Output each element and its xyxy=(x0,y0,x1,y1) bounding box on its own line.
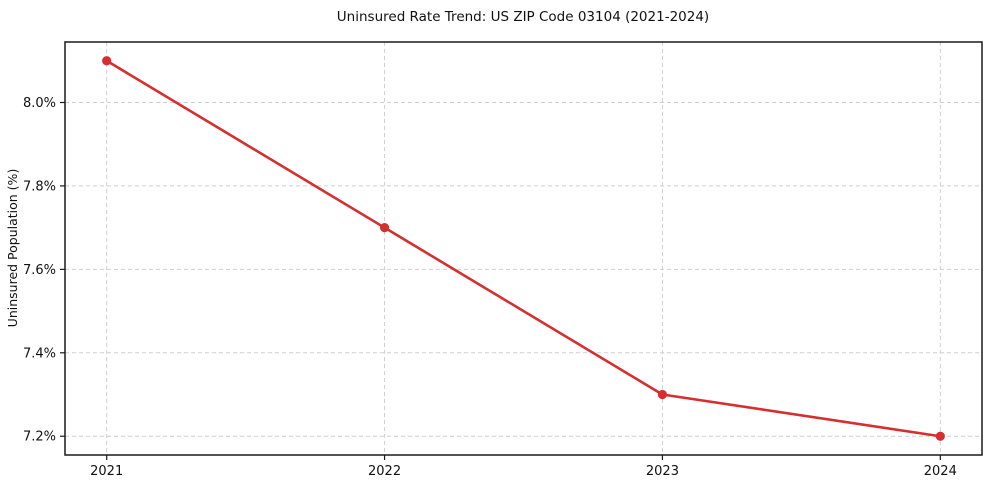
y-axis-title: Uninsured Population (%) xyxy=(5,169,20,328)
x-tick-label: 2021 xyxy=(90,464,123,479)
y-tick-label: 7.2% xyxy=(23,430,56,445)
data-point-marker xyxy=(102,56,112,66)
plot-area xyxy=(65,42,982,455)
data-point-marker xyxy=(657,389,668,400)
data-series-layer xyxy=(102,56,945,441)
axes-spines xyxy=(64,41,983,456)
axis-ticks xyxy=(60,101,941,460)
data-line xyxy=(105,59,942,438)
axis-tick-labels: 2021 2022 2023 2024 7.2% 7.4% 7.6% 7.8% 8.0% xyxy=(23,96,957,479)
chart-title: Uninsured Rate Trend: US ZIP Code 03104 … xyxy=(337,9,709,25)
y-tick-label: 7.4% xyxy=(23,346,56,361)
x-tick-label: 2024 xyxy=(924,464,957,479)
x-tick-label: 2023 xyxy=(646,464,679,479)
y-tick-label: 8.0% xyxy=(23,96,56,111)
data-point-marker xyxy=(935,431,945,441)
y-tick-label: 7.8% xyxy=(23,179,56,194)
data-point-marker xyxy=(379,223,390,233)
gridlines xyxy=(65,42,982,455)
x-tick-label: 2022 xyxy=(368,464,401,479)
y-tick-label: 7.6% xyxy=(23,263,56,278)
